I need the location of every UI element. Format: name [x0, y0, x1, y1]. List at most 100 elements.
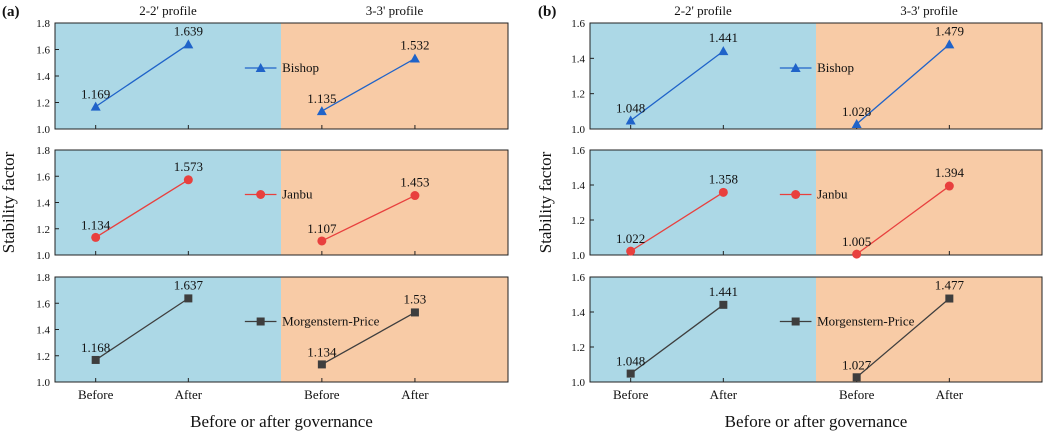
x-category-label: Before — [304, 387, 340, 402]
data-point-marker — [183, 175, 193, 185]
y-tick-label: 1.0 — [571, 377, 585, 389]
series-line — [630, 191, 724, 252]
x-category-label: After — [175, 387, 203, 402]
profile-3-background — [281, 277, 508, 382]
y-tick-label: 1.4 — [571, 53, 585, 65]
panel-label: (a) — [2, 4, 20, 20]
data-point-marker — [851, 119, 862, 129]
data-label: 1.169 — [81, 87, 110, 102]
data-label: 1.532 — [400, 38, 429, 53]
y-tick-label: 1.4 — [571, 307, 585, 319]
plot-frame — [589, 276, 1043, 383]
data-point-marker — [718, 187, 728, 197]
data-label: 1.479 — [935, 23, 964, 38]
data-point-marker — [625, 115, 636, 125]
data-point-marker — [626, 246, 636, 256]
data-label: 1.53 — [404, 291, 427, 306]
series-line — [321, 57, 416, 112]
profile-2-background — [590, 277, 816, 382]
y-tick-label: 1.2 — [36, 98, 50, 110]
x-axis-title: Before or after governance — [725, 412, 908, 431]
data-point-marker — [719, 300, 728, 309]
y-tick-label: 1.8 — [36, 145, 50, 157]
y-tick-label: 1.6 — [571, 145, 585, 157]
y-tick-label: 1.6 — [36, 298, 50, 310]
data-label: 1.027 — [842, 357, 872, 372]
data-label: 1.441 — [709, 30, 738, 45]
y-tick-label: 1.2 — [571, 342, 585, 354]
profile-3-background — [281, 150, 508, 255]
y-tick-label: 1.4 — [36, 198, 50, 210]
y-tick-label: 1.2 — [571, 215, 585, 227]
series-line — [321, 311, 416, 365]
y-tick-label: 1.0 — [36, 124, 50, 136]
data-label: 1.573 — [174, 159, 203, 174]
profile-3-background — [816, 150, 1042, 255]
data-label: 1.022 — [616, 231, 645, 246]
data-label: 1.358 — [709, 171, 738, 186]
x-axis-title: Before or after governance — [190, 412, 373, 431]
legend-label: Bishop — [282, 60, 319, 75]
profile-header: 3-3' profile — [900, 3, 958, 18]
legend-marker — [256, 317, 265, 326]
data-point-marker — [183, 39, 194, 49]
data-point-marker — [91, 355, 100, 364]
plot-frame — [589, 149, 1043, 256]
series-line — [856, 298, 950, 378]
legend-marker — [790, 63, 801, 72]
y-tick-label: 1.0 — [571, 250, 585, 262]
data-label: 1.048 — [616, 101, 645, 116]
profile-3-background — [281, 23, 508, 129]
series-line — [856, 43, 950, 125]
data-point-marker — [945, 294, 954, 303]
data-label: 1.005 — [842, 234, 871, 249]
y-axis-title: Stability factor — [0, 151, 18, 253]
y-tick-label: 1.0 — [36, 250, 50, 262]
y-tick-label: 1.4 — [36, 71, 50, 83]
y-tick-label: 1.6 — [36, 45, 50, 57]
y-tick-label: 1.6 — [36, 171, 50, 183]
legend-label: Morgenstern-Price — [282, 314, 379, 329]
data-point-marker — [944, 39, 955, 49]
y-tick-label: 1.0 — [571, 124, 585, 136]
data-point-marker — [184, 294, 193, 303]
legend-marker — [791, 190, 801, 199]
y-tick-label: 1.8 — [36, 18, 50, 30]
y-tick-label: 1.6 — [571, 272, 585, 284]
y-tick-label: 1.2 — [36, 224, 50, 236]
data-point-marker — [852, 249, 862, 259]
profile-2-background — [590, 150, 816, 255]
data-label: 1.441 — [709, 284, 738, 299]
profile-header: 3-3' profile — [366, 3, 424, 18]
profile-2-background — [590, 23, 816, 129]
legend-label: Janbu — [817, 187, 848, 202]
data-point-marker — [317, 360, 326, 369]
data-label: 1.048 — [616, 354, 645, 369]
legend-marker — [791, 317, 800, 326]
profile-2-background — [55, 23, 281, 129]
data-label: 1.134 — [81, 217, 111, 232]
data-label: 1.453 — [400, 175, 429, 190]
y-tick-label: 1.4 — [36, 325, 50, 337]
x-category-label: Before — [839, 387, 875, 402]
series-line — [321, 194, 416, 242]
data-point-marker — [90, 101, 101, 111]
series-line — [630, 50, 724, 122]
data-point-marker — [409, 53, 420, 63]
data-point-marker — [852, 373, 861, 382]
data-point-marker — [410, 308, 419, 317]
x-category-label: After — [401, 387, 429, 402]
profile-header: 2-2' profile — [139, 3, 197, 18]
x-category-label: After — [936, 387, 964, 402]
data-label: 1.477 — [935, 278, 965, 293]
x-category-label: Before — [613, 387, 649, 402]
profile-2-background — [55, 277, 281, 382]
data-label: 1.134 — [307, 344, 337, 359]
data-label: 1.107 — [307, 221, 337, 236]
legend-marker — [255, 63, 266, 72]
series-line — [95, 297, 189, 361]
y-tick-label: 1.2 — [36, 351, 50, 363]
y-tick-label: 1.6 — [571, 18, 585, 30]
profile-3-background — [816, 23, 1042, 129]
